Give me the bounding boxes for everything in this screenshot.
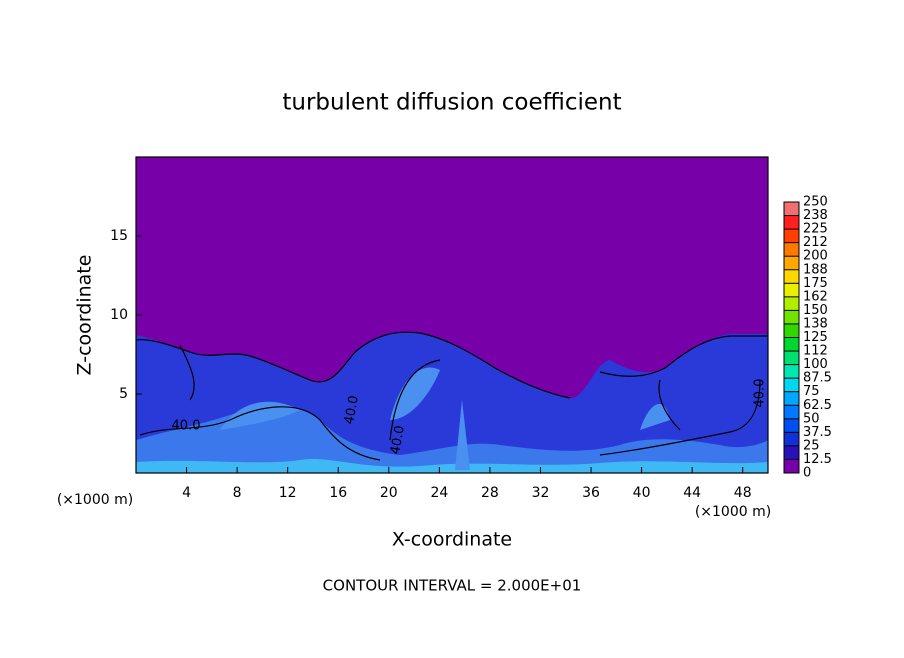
colorbar-tick-label: 138 xyxy=(803,316,828,331)
colorbar-segment xyxy=(784,296,799,311)
turbulent-region-light xyxy=(136,405,768,473)
footnote: CONTOUR INTERVAL = 2.000E+01 xyxy=(323,577,582,595)
colorbar-tick-label: 200 xyxy=(803,249,828,264)
colorbar-tick-label: 100 xyxy=(803,357,828,372)
colorbar-tick-label: 125 xyxy=(803,330,828,345)
x-axis-label: X-coordinate xyxy=(392,529,512,551)
x-tick-label: 24 xyxy=(430,485,448,501)
colorbar-segment xyxy=(784,351,799,365)
colorbar-tick-label: 25 xyxy=(803,438,820,453)
x-tick-label: 4 xyxy=(182,485,191,501)
colorbar-tick-label: 112 xyxy=(803,344,828,359)
colorbar-segment xyxy=(784,310,799,324)
contour-lines xyxy=(135,331,768,461)
colorbar-tick-label: 12.5 xyxy=(803,452,832,467)
colorbar-tick-label: 0 xyxy=(803,466,811,481)
x-tick-label: 28 xyxy=(481,485,499,501)
colorbar-tick-label: 250 xyxy=(803,195,828,210)
x-tick-label: 40 xyxy=(633,485,651,501)
x-tick-label: 8 xyxy=(233,485,242,501)
x-tick-label: 12 xyxy=(279,485,297,501)
colorbar-tick-label: 225 xyxy=(803,222,828,237)
contour-label: 40.0 xyxy=(753,379,768,408)
x-tick-label: 36 xyxy=(582,485,600,501)
colorbar-tick-label: 162 xyxy=(803,289,828,304)
y-axis-label: Z-coordinate xyxy=(74,255,96,376)
colorbar-segment xyxy=(784,242,799,257)
colorbar-segment xyxy=(784,378,799,392)
colorbar-segment xyxy=(784,269,799,284)
colorbar-tick-label: 62.5 xyxy=(803,398,832,413)
x-unit-label: (×1000 m) xyxy=(695,504,771,520)
y-tick-label: 5 xyxy=(119,386,128,402)
colorbar-tick-label: 188 xyxy=(803,262,828,277)
colorbar-segment xyxy=(784,323,799,338)
colorbar-segment xyxy=(784,405,799,419)
colorbar-segment xyxy=(784,459,799,473)
x-unit-label: (×1000 m) xyxy=(57,492,133,508)
field xyxy=(135,157,768,473)
x-tick-label: 16 xyxy=(329,485,347,501)
colorbar-segment xyxy=(784,256,799,270)
colorbar-tick-label: 212 xyxy=(803,235,828,250)
contour-label: 40.0 xyxy=(388,424,408,455)
colorbar-tick-label: 150 xyxy=(803,303,828,318)
colorbar-tick-label: 238 xyxy=(803,208,828,223)
x-tick-label: 32 xyxy=(532,485,550,501)
x-tick-label: 44 xyxy=(683,485,701,501)
colorbar-tick-label: 37.5 xyxy=(803,425,832,440)
chart-title: turbulent diffusion coefficient xyxy=(282,90,621,116)
x-tick-label: 48 xyxy=(734,485,752,501)
colorbar-segment xyxy=(784,202,799,216)
colorbar-tick-label: 50 xyxy=(803,411,820,426)
colorbar-tick-label: 87.5 xyxy=(803,371,832,386)
colorbar-segment xyxy=(784,418,799,433)
turbulent-region-bright xyxy=(136,458,768,473)
colorbar-tick-label: 175 xyxy=(803,276,828,291)
contour-label: 40.0 xyxy=(342,394,362,425)
y-tick-label: 15 xyxy=(110,228,128,244)
colorbar-segment xyxy=(784,391,799,406)
contour-label: 40.0 xyxy=(172,419,201,434)
colorbar-segment xyxy=(784,283,799,297)
colorbar-segment xyxy=(784,364,799,379)
colorbar-segment xyxy=(784,215,799,230)
colorbar-segment xyxy=(784,229,799,243)
colorbar-segment xyxy=(784,432,799,446)
y-tick-label: 10 xyxy=(110,307,128,323)
colorbar-tick-label: 75 xyxy=(803,384,820,399)
colorbar-segment xyxy=(784,337,799,352)
x-tick-label: 20 xyxy=(380,485,398,501)
colorbar-segment xyxy=(784,445,799,460)
